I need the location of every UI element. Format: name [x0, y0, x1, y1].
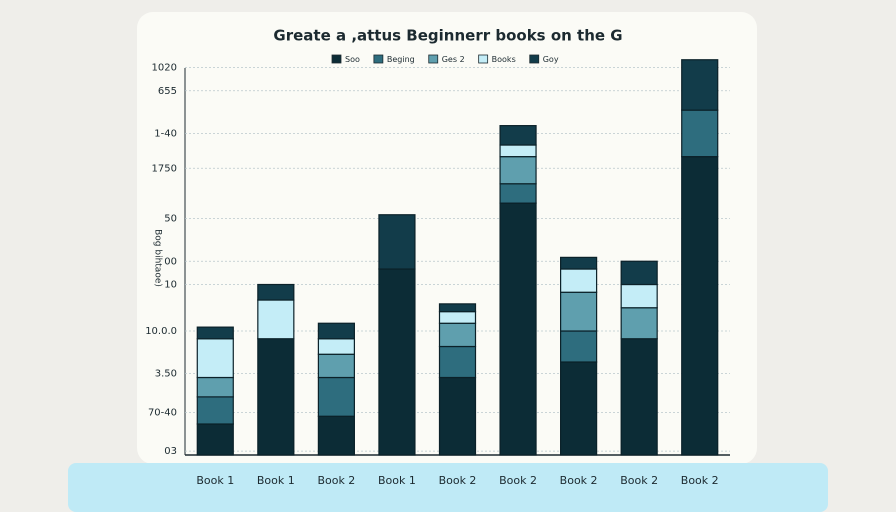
legend-label: Ges 2 — [442, 55, 465, 64]
legend-label: Soo — [345, 55, 360, 64]
bar-segment — [620, 307, 658, 340]
bar-segment — [681, 156, 719, 456]
bar-segment — [317, 376, 355, 417]
bar-segment — [560, 268, 598, 293]
bar-segment — [499, 202, 537, 456]
bar-segment — [681, 59, 719, 111]
bar-segment — [257, 338, 295, 456]
bar-segment — [620, 283, 658, 309]
x-tick-label: Book 2 — [317, 474, 355, 487]
bar-segment — [378, 268, 416, 456]
x-tick-label: Book 2 — [439, 474, 477, 487]
y-tick-label: 10.0.0 — [145, 326, 177, 337]
bar-segment — [560, 256, 598, 270]
bar-segment — [196, 396, 234, 425]
legend-swatch — [428, 54, 439, 64]
bar-segment — [378, 214, 416, 270]
y-tick-label: 10 — [164, 280, 177, 291]
y-tick-label: 50 — [164, 214, 177, 225]
bar-segment — [438, 303, 477, 313]
legend-label: Books — [492, 55, 516, 64]
bar-segment — [196, 423, 234, 456]
bar-segment — [560, 291, 598, 332]
bar-segment — [499, 125, 537, 146]
legend-swatch — [529, 54, 540, 64]
y-tick-label: 70-40 — [148, 407, 177, 418]
x-tick-label: Book 1 — [257, 474, 295, 487]
bar-segment — [499, 156, 537, 185]
legend-label: Beging — [387, 55, 415, 64]
bar-segment — [438, 322, 477, 348]
legend-label: Goy — [543, 55, 559, 64]
bar-segment — [438, 311, 477, 324]
bar-segment — [560, 330, 598, 363]
footer-band — [68, 463, 828, 512]
bar-segment — [317, 338, 355, 355]
x-tick-label: Book 1 — [196, 474, 234, 487]
y-tick-label: 03 — [164, 446, 177, 457]
bar-segment — [620, 260, 658, 286]
bar-segment — [438, 376, 477, 456]
bar-segment — [620, 338, 658, 456]
bar-segment — [560, 361, 598, 456]
bar-segment — [438, 345, 477, 379]
y-axis-label: Bog bihtaoe) — [153, 229, 163, 287]
y-tick-label: 3.50 — [155, 369, 177, 380]
y-tick-label: 1750 — [152, 163, 177, 174]
bar-segment — [196, 326, 234, 340]
y-tick-label: 1020 — [152, 63, 177, 74]
bar-segment — [257, 283, 295, 301]
bar-segment — [317, 353, 355, 379]
bar-segment — [499, 183, 537, 204]
y-tick-label: 1-40 — [154, 128, 177, 139]
bar-segment — [499, 144, 537, 158]
bar-segment — [196, 338, 234, 379]
bar-segment — [196, 376, 234, 398]
bar-segment — [257, 299, 295, 340]
y-tick-label: 655 — [158, 86, 177, 97]
y-tick-label: 00 — [164, 256, 177, 267]
bar-segment — [317, 415, 355, 456]
x-tick-label: Book 2 — [560, 474, 598, 487]
legend-swatch — [373, 54, 384, 64]
legend-swatch — [478, 54, 489, 64]
bar-segment — [317, 322, 355, 340]
x-tick-label: Book 1 — [378, 474, 416, 487]
bar-segment — [681, 109, 719, 158]
x-tick-label: Book 2 — [620, 474, 658, 487]
legend-swatch — [331, 54, 342, 64]
x-tick-label: Book 2 — [681, 474, 719, 487]
x-tick-label: Book 2 — [499, 474, 537, 487]
chart-title: Greate a ,attus Beginnerr books on the G — [273, 27, 622, 45]
